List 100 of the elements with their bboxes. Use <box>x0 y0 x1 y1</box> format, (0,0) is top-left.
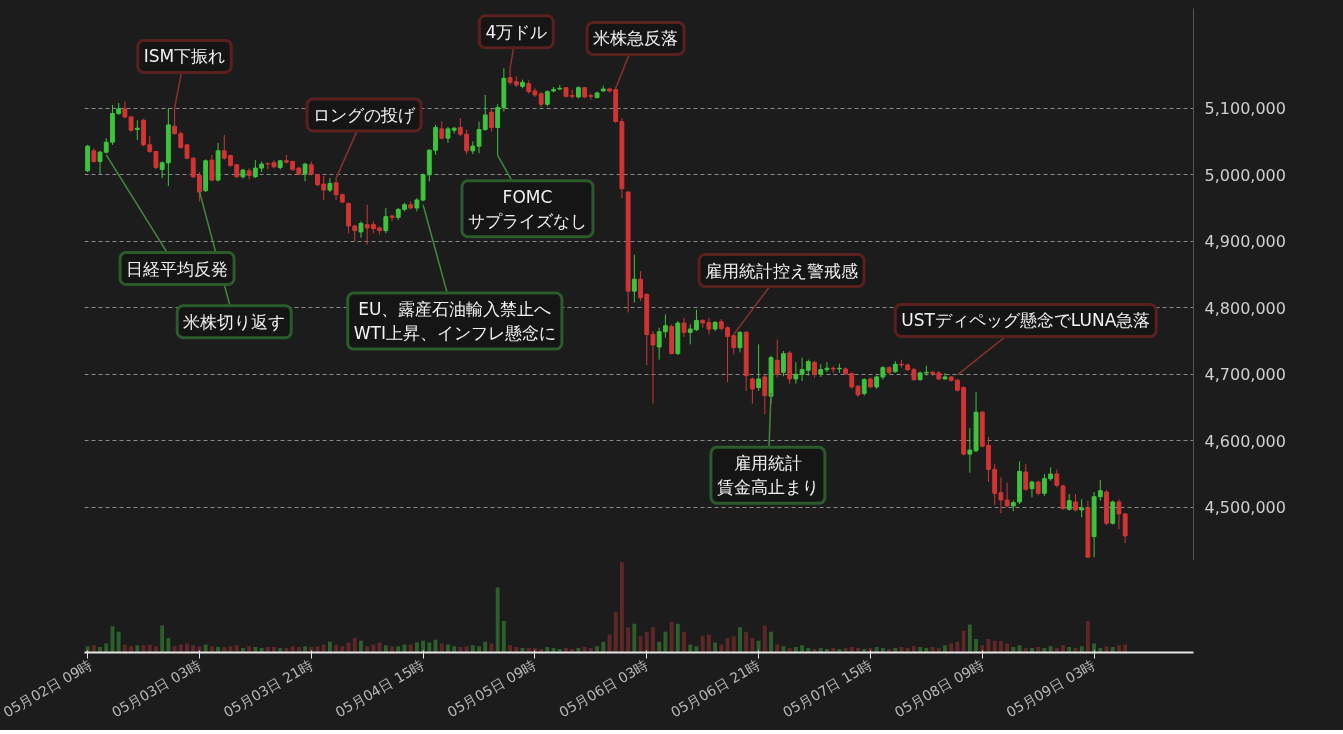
bar <box>234 645 239 653</box>
bar <box>365 646 370 653</box>
bar <box>688 644 693 653</box>
annotation: ロングの投げ <box>313 104 417 125</box>
bar <box>85 646 90 653</box>
bar <box>756 640 761 653</box>
bar <box>706 634 711 653</box>
bar <box>918 647 923 653</box>
x-tick-label: 05月09日 03時 <box>1003 656 1099 721</box>
bar <box>545 647 550 653</box>
bar <box>452 646 457 653</box>
x-tick-label: 05月04日 15時 <box>332 656 428 721</box>
candlestick <box>1023 463 1029 492</box>
bar <box>1067 647 1072 653</box>
bar <box>446 644 450 653</box>
bar <box>632 623 637 653</box>
bar <box>849 647 854 653</box>
annotation: FOMC サプライズなし <box>467 186 587 231</box>
bar <box>135 645 140 653</box>
bar <box>613 611 618 653</box>
bar <box>775 644 780 653</box>
bar <box>340 646 345 653</box>
bar <box>1030 647 1034 653</box>
bar <box>321 644 326 653</box>
bar <box>874 647 879 653</box>
bar <box>675 623 680 653</box>
bar <box>651 627 655 653</box>
bar <box>619 562 624 653</box>
bar <box>129 646 134 653</box>
bar <box>1023 647 1028 653</box>
bar <box>359 640 363 653</box>
bar <box>1054 647 1059 653</box>
y-tick-label: 4,600,000 <box>1204 431 1286 451</box>
bar <box>644 631 649 653</box>
candlestick <box>209 154 215 182</box>
bar <box>253 647 258 653</box>
x-tick-label: 05月05日 09時 <box>444 656 539 721</box>
bar <box>390 646 394 653</box>
bar <box>327 641 332 653</box>
bar <box>905 647 910 653</box>
bar <box>1117 645 1121 653</box>
candlestick <box>1060 484 1066 511</box>
annotation: 雇用統計控え警戒感 <box>705 260 859 281</box>
bar <box>104 643 109 653</box>
bar <box>669 621 674 653</box>
bar <box>961 630 966 653</box>
bar <box>477 646 481 653</box>
y-tick-label: 4,900,000 <box>1204 232 1286 252</box>
bar <box>309 647 314 653</box>
bar <box>998 640 1003 653</box>
candlestick <box>1029 480 1035 498</box>
bar <box>278 647 283 653</box>
bar <box>1085 620 1090 653</box>
bar <box>526 647 531 653</box>
candlestick <box>631 254 637 303</box>
bar <box>1048 646 1053 653</box>
annotation: 米株切り返す <box>183 311 286 332</box>
annotation: 4万ドル <box>485 21 548 42</box>
bar <box>943 645 947 653</box>
bar <box>209 646 214 653</box>
bar <box>185 643 189 653</box>
bar <box>582 647 587 653</box>
bar <box>719 644 724 653</box>
x-tick-label: 05月03日 21時 <box>220 656 316 721</box>
bar <box>880 647 885 653</box>
annotation: 日経平均反発 <box>126 258 229 279</box>
annotation: 米株急反落 <box>593 28 679 49</box>
bar <box>290 646 295 653</box>
bar <box>154 646 158 653</box>
bar <box>576 647 581 653</box>
bar <box>408 644 413 653</box>
bar <box>831 647 836 653</box>
x-tick-label: 05月07日 15時 <box>779 656 875 721</box>
bar <box>470 645 475 653</box>
bar <box>856 647 860 653</box>
bar <box>414 642 419 653</box>
y-tick-label: 4,800,000 <box>1204 298 1286 318</box>
bar <box>787 647 792 653</box>
bar <box>1079 646 1084 653</box>
bar <box>265 647 270 653</box>
bar <box>564 647 568 653</box>
candlestick <box>681 317 687 338</box>
bar <box>147 644 152 653</box>
bar <box>439 643 444 653</box>
candlestick <box>489 107 494 133</box>
bar <box>1036 647 1041 653</box>
bar <box>936 647 941 653</box>
bar <box>352 638 357 653</box>
bar <box>769 631 773 653</box>
bar <box>1042 647 1047 653</box>
bar <box>495 587 500 653</box>
bar <box>955 641 960 653</box>
bar <box>949 643 954 653</box>
bar <box>284 647 289 653</box>
x-tick-label: 05月03日 03時 <box>108 656 204 721</box>
bar <box>501 620 506 653</box>
bar <box>663 631 668 653</box>
bar <box>178 644 183 653</box>
bar <box>303 646 307 653</box>
bar <box>296 647 301 653</box>
